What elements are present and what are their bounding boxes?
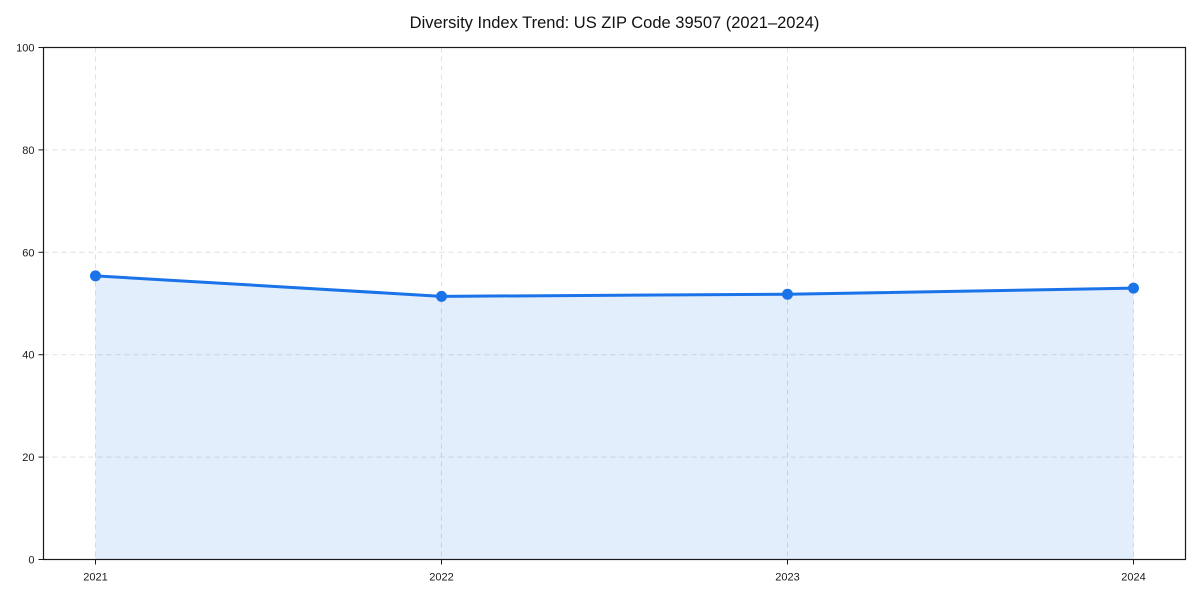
y-tick-label: 40 — [22, 350, 34, 362]
plot-area — [43, 47, 1186, 560]
area-fill — [95, 275, 1134, 560]
y-tick-label: 80 — [22, 145, 34, 157]
plot-border — [42, 46, 1187, 561]
data-point-2024 — [1128, 282, 1139, 294]
chart-title: Diversity Index Trend: US ZIP Code 39507… — [409, 14, 820, 32]
y-tick-label: 0 — [28, 555, 34, 567]
x-tick-label: 2024 — [1121, 572, 1145, 584]
data-point-2022 — [436, 290, 447, 302]
y-tick-label: 100 — [16, 43, 34, 55]
data-point-2021 — [90, 270, 101, 282]
x-tick-label: 2022 — [429, 572, 453, 584]
y-tick-label: 60 — [22, 247, 34, 259]
trend-line — [94, 274, 1135, 298]
x-tick-label: 2023 — [775, 572, 799, 584]
data-point-2023 — [782, 288, 793, 300]
x-tick-label: 2021 — [83, 572, 107, 584]
y-tick-label: 20 — [22, 452, 34, 464]
